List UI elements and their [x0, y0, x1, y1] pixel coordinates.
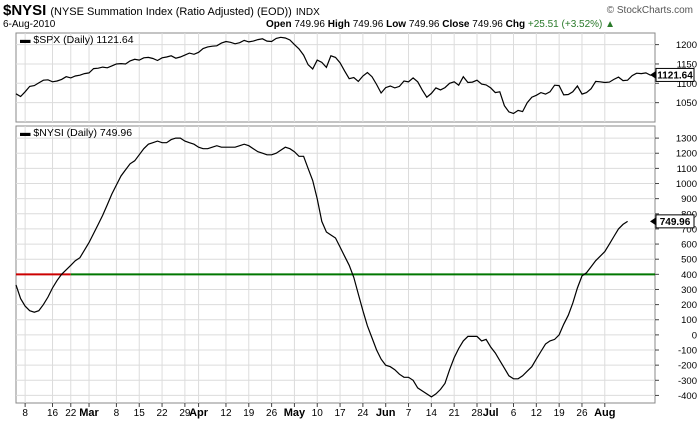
y-tick-label: 1000: [676, 179, 697, 190]
x-tick-label: 8: [22, 408, 28, 419]
last-value-pointer: [650, 217, 656, 226]
close-label: Close: [442, 19, 470, 30]
x-tick-label: Jun: [376, 407, 396, 419]
last-value-pointer: [650, 70, 656, 79]
x-tick-label: 26: [576, 408, 588, 419]
quote-bar: 6-Aug-2010 Open 749.96 High 749.96 Low 7…: [3, 19, 697, 31]
series-line: [15, 36, 656, 115]
x-tick-label: 22: [156, 408, 168, 419]
close-value: 749.96: [472, 19, 503, 30]
x-tick-label: 10: [312, 408, 324, 419]
x-tick-label: 16: [47, 408, 59, 419]
x-tick-label: 28: [471, 408, 483, 419]
symbol-description: (NYSE Summation Index (Ratio Adjusted) (…: [50, 6, 292, 18]
last-value-label: 1121.64: [657, 70, 693, 81]
high-label: High: [327, 19, 350, 30]
x-tick-label: 7: [406, 408, 412, 419]
quote-values: Open 749.96 High 749.96 Low 749.96 Close…: [266, 19, 615, 30]
y-tick-label: 500: [681, 255, 697, 266]
x-tick-label: 14: [426, 408, 438, 419]
x-tick-label: 24: [357, 408, 369, 419]
x-tick-label: 8: [114, 408, 120, 419]
y-tick-label: -300: [678, 376, 697, 387]
y-tick-label: 1050: [676, 98, 697, 109]
symbol: $NYSI: [3, 2, 47, 19]
x-tick-label: 17: [335, 408, 347, 419]
y-tick-label: 1200: [676, 40, 697, 51]
last-value-label: 749.96: [660, 217, 691, 228]
x-tick-label: 15: [134, 408, 146, 419]
y-tick-label: 400: [681, 270, 697, 281]
y-tick-label: 1200: [676, 149, 697, 160]
x-tick-label: Mar: [79, 407, 99, 419]
high-value: 749.96: [352, 19, 384, 30]
y-tick-label: 300: [681, 285, 697, 296]
y-tick-label: 700: [681, 224, 697, 235]
x-tick-label: 12: [220, 408, 232, 419]
legend-entry: ▬ $NYSI (Daily) 749.96: [20, 127, 132, 139]
x-tick-label: 12: [531, 408, 543, 419]
panel-spx: 1050 1100 1150 1200 ▬ $SPX (Daily) 1121.64 11…: [15, 32, 697, 123]
y-tick-label: 600: [681, 240, 697, 251]
quote-date: 6-Aug-2010: [3, 19, 56, 30]
x-tick-label: Aug: [594, 407, 615, 419]
y-tick-label: -200: [678, 361, 697, 372]
panel-nysi: -400-300-200-100010020030040050060070080…: [15, 125, 697, 404]
credit-text[interactable]: © StockCharts.com: [606, 5, 693, 16]
up-triangle-icon: ▲: [605, 19, 616, 30]
open-value: 749.96: [294, 19, 325, 30]
x-tick-label: 19: [554, 408, 566, 419]
y-tick-label: 1100: [677, 79, 697, 90]
y-tick-label: -400: [678, 391, 697, 402]
x-tick-label: 6: [511, 408, 517, 419]
chg-label: Chg: [505, 19, 526, 30]
low-value: 749.96: [408, 19, 440, 30]
y-tick-label: -100: [678, 346, 697, 357]
y-tick-label: 900: [681, 194, 697, 205]
x-tick-label: 26: [266, 408, 278, 419]
chg-value: +25.51 (+3.52%): [527, 19, 603, 30]
x-tick-label: 22: [65, 408, 77, 419]
low-label: Low: [386, 19, 407, 30]
legend-entry: ▬ $SPX (Daily) 1121.64: [20, 34, 134, 46]
open-label: Open: [266, 19, 292, 30]
y-tick-label: 0: [692, 330, 697, 341]
exchange: INDX: [295, 7, 320, 18]
x-tick-label: 19: [243, 408, 255, 419]
x-tick-label: May: [284, 407, 306, 419]
series-line: [15, 137, 628, 398]
x-tick-label: Apr: [189, 407, 209, 419]
y-tick-label: 1100: [677, 164, 697, 175]
x-tick-label: Jul: [483, 407, 499, 419]
chart-title-bar: $NYSI (NYSE Summation Index (Ratio Adjust…: [3, 2, 697, 19]
panel-frame: [15, 32, 656, 123]
panel-frame: [15, 125, 656, 404]
x-tick-label: 21: [449, 408, 461, 419]
x-tick-label: 29: [179, 408, 191, 419]
y-tick-label: 200: [681, 300, 697, 311]
y-tick-label: 1150: [677, 59, 697, 70]
y-tick-label: 100: [681, 315, 697, 326]
y-tick-label: 1300: [676, 134, 697, 145]
